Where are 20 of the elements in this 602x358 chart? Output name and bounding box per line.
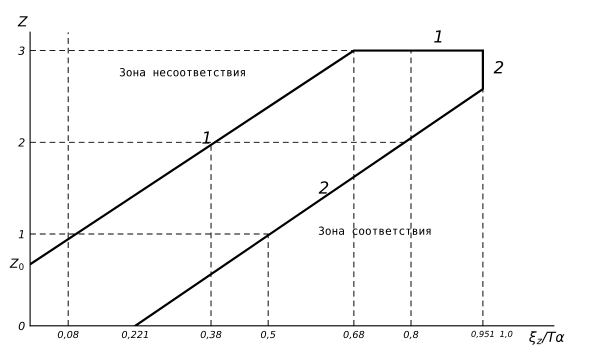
y-tick-label: 1 — [18, 230, 24, 238]
x-tick-label: 0,951 — [471, 330, 494, 338]
annotation: Зона несоответствия — [120, 68, 245, 76]
annotation: 1 — [434, 30, 442, 42]
y-tick-label: 2 — [18, 138, 25, 147]
y-axis-title: Z — [18, 16, 28, 26]
series-label: 2 — [318, 181, 328, 194]
x-axis-title: ξ$_{z}$/Tα — [529, 331, 564, 345]
y-tick-label: 3 — [18, 46, 25, 55]
annotation: Z$_{0}$ — [10, 258, 24, 270]
x-tick-label: 0,5 — [260, 330, 276, 340]
x-tick-label: 0,38 — [200, 330, 222, 340]
y-tick-label: 0 — [18, 322, 25, 330]
annotation: 2 — [494, 60, 504, 74]
x-tick-label: 0,8 — [404, 330, 418, 340]
x-tick-label: 0,08 — [58, 330, 79, 340]
annotation: Зона соответствия — [318, 226, 431, 235]
x-tick-label: 0,68 — [344, 330, 364, 340]
x-tick-label: 0,221 — [122, 330, 148, 340]
x-tick-label: 1,0 — [500, 330, 512, 338]
